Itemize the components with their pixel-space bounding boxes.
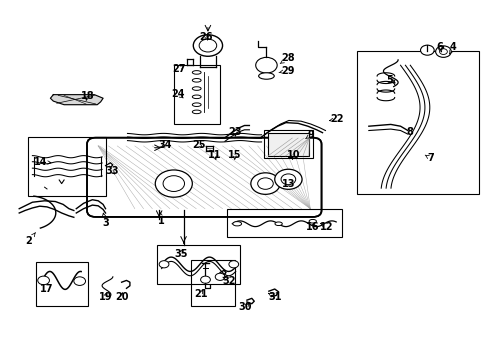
Text: 29: 29: [281, 66, 295, 76]
Text: 7: 7: [427, 153, 433, 163]
Text: 15: 15: [227, 150, 241, 160]
Circle shape: [281, 174, 295, 185]
Ellipse shape: [232, 222, 241, 226]
Circle shape: [228, 261, 238, 268]
Circle shape: [155, 170, 192, 197]
Ellipse shape: [258, 73, 274, 79]
Circle shape: [274, 169, 302, 189]
Ellipse shape: [192, 95, 201, 99]
Text: 23: 23: [227, 127, 241, 136]
Text: 1: 1: [158, 216, 164, 226]
Circle shape: [199, 39, 216, 52]
Circle shape: [435, 46, 450, 57]
Text: 12: 12: [319, 222, 332, 231]
Circle shape: [420, 45, 433, 55]
Text: 35: 35: [174, 248, 187, 258]
Ellipse shape: [192, 71, 201, 74]
Bar: [264, 130, 312, 158]
Text: 14: 14: [34, 157, 47, 167]
Bar: [173, 65, 220, 125]
Text: 11: 11: [207, 150, 221, 160]
Polygon shape: [50, 95, 103, 105]
Circle shape: [38, 276, 49, 285]
Bar: [190, 260, 234, 306]
Circle shape: [193, 35, 222, 56]
Text: 31: 31: [267, 292, 281, 302]
Circle shape: [255, 57, 277, 73]
Text: 8: 8: [406, 127, 413, 136]
Circle shape: [439, 49, 447, 54]
Circle shape: [163, 176, 184, 192]
Ellipse shape: [192, 87, 201, 90]
Text: 17: 17: [40, 284, 54, 294]
Ellipse shape: [192, 110, 201, 114]
Text: 6: 6: [435, 42, 442, 52]
FancyBboxPatch shape: [87, 138, 321, 217]
Ellipse shape: [308, 220, 316, 223]
Circle shape: [257, 178, 273, 189]
Text: 34: 34: [159, 140, 172, 150]
Text: 5: 5: [386, 75, 392, 85]
Circle shape: [200, 276, 210, 283]
Bar: [27, 137, 105, 196]
Text: 27: 27: [172, 64, 185, 74]
Ellipse shape: [192, 103, 201, 107]
Ellipse shape: [274, 222, 282, 226]
Text: 2: 2: [25, 236, 32, 246]
Text: 13: 13: [281, 179, 295, 189]
Circle shape: [74, 277, 85, 285]
Text: 4: 4: [449, 42, 456, 52]
Circle shape: [215, 273, 224, 280]
Bar: [36, 262, 88, 306]
Text: 19: 19: [99, 292, 112, 302]
Ellipse shape: [192, 78, 201, 82]
Text: 32: 32: [222, 276, 235, 286]
Bar: [157, 244, 239, 284]
Bar: [227, 209, 341, 237]
Text: 16: 16: [305, 222, 319, 231]
Text: 3: 3: [102, 218, 109, 228]
Text: 33: 33: [105, 166, 119, 176]
Text: 25: 25: [191, 140, 205, 150]
FancyBboxPatch shape: [267, 133, 309, 156]
Circle shape: [250, 173, 280, 194]
Text: 30: 30: [238, 302, 252, 312]
Text: 26: 26: [199, 32, 213, 41]
Text: 22: 22: [330, 114, 343, 124]
Text: 10: 10: [286, 150, 300, 160]
Circle shape: [159, 261, 168, 268]
Text: 24: 24: [171, 89, 184, 99]
Text: 18: 18: [81, 91, 94, 101]
Text: 21: 21: [193, 289, 207, 299]
Text: 20: 20: [115, 292, 128, 302]
Bar: [356, 51, 478, 194]
Text: 28: 28: [281, 53, 295, 63]
Text: 9: 9: [307, 130, 314, 140]
